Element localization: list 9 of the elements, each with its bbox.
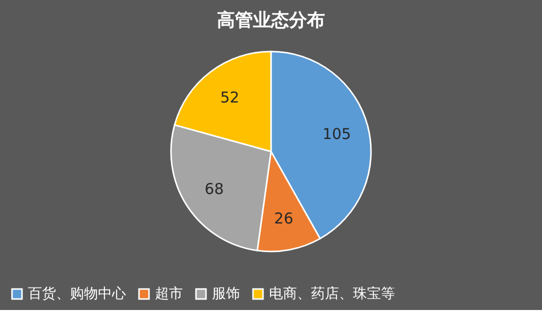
chart-title: 高管业态分布 bbox=[217, 10, 325, 31]
legend-label: 超市 bbox=[155, 286, 183, 302]
data-label: 26 bbox=[274, 209, 294, 228]
legend-label: 服饰 bbox=[212, 286, 240, 302]
data-label: 52 bbox=[220, 88, 240, 106]
data-label: 105 bbox=[322, 125, 352, 144]
data-label: 68 bbox=[204, 180, 224, 198]
legend-label: 电商、药店、珠宝等 bbox=[269, 286, 395, 302]
legend-label: 百货、购物中心 bbox=[28, 286, 126, 302]
